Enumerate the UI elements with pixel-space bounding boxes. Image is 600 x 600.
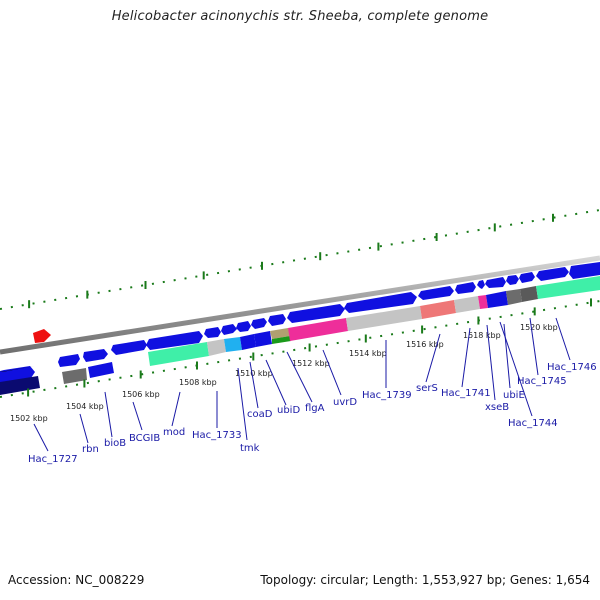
gene-label-coad[interactable]: coaD — [247, 409, 273, 420]
reverse-gene[interactable] — [240, 334, 256, 350]
map-title: Helicobacter acinonychis str. Sheeba, co… — [111, 9, 489, 24]
red-feature-marker[interactable] — [33, 329, 51, 343]
forward-gene[interactable] — [418, 286, 454, 300]
gene-label-hac-1739[interactable]: Hac_1739 — [362, 390, 412, 401]
forward-gene[interactable] — [204, 327, 221, 338]
kbp-label: 1520 kbp — [520, 323, 558, 332]
gene-label-hac-1741[interactable]: Hac_1741 — [441, 388, 491, 399]
forward-gene[interactable] — [58, 354, 80, 367]
gene-label-flga[interactable]: flgA — [305, 403, 325, 414]
gene-label-uvrd[interactable]: uvrD — [333, 397, 357, 408]
gene-labels: Hac_1727 rbn bioB BCGIB mod Hac_1733 tmk… — [28, 362, 597, 465]
genome-backbone — [0, 255, 600, 355]
accession-text: Accession: NC_008229 — [8, 573, 145, 587]
salmon-gene[interactable] — [420, 300, 456, 319]
forward-gene[interactable] — [221, 324, 237, 335]
cyan-gene[interactable] — [224, 337, 242, 352]
gene-label-ubid[interactable]: ubiD — [277, 405, 300, 416]
kbp-label: 1508 kbp — [179, 378, 217, 387]
gene-label-sers[interactable]: serS — [416, 383, 438, 394]
kbp-label: 1514 kbp — [349, 349, 387, 358]
kbp-label: 1518 kbp — [463, 331, 501, 340]
kbp-label: 1504 kbp — [66, 402, 104, 411]
gene-label-tmk[interactable]: tmk — [240, 443, 260, 454]
forward-gene[interactable] — [236, 321, 251, 332]
kbp-scale: 1502 kbp 1504 kbp 1506 kbp 1508 kbp 1510… — [10, 323, 558, 423]
kbp-label: 1510 kbp — [235, 369, 273, 378]
gene-label-xseb[interactable]: xseB — [485, 402, 509, 413]
forward-gene[interactable] — [485, 277, 506, 288]
gene-label-rbn[interactable]: rbn — [82, 444, 99, 455]
gene-label-hac-1746[interactable]: Hac_1746 — [547, 362, 597, 373]
reverse-gene[interactable] — [254, 331, 272, 347]
forward-gene[interactable] — [506, 275, 519, 285]
gene-label-hac-1745[interactable]: Hac_1745 — [517, 376, 567, 387]
forward-gene[interactable] — [251, 318, 267, 329]
forward-gene[interactable] — [268, 314, 286, 326]
forward-gene[interactable] — [0, 366, 35, 372]
forward-gene[interactable] — [287, 304, 345, 323]
reverse-strand-features — [0, 276, 600, 395]
gene-label-mod[interactable]: mod — [163, 427, 185, 438]
forward-gene[interactable] — [146, 331, 203, 350]
olive-feature[interactable] — [270, 328, 290, 339]
forward-strand-genes — [0, 262, 600, 383]
forward-gene[interactable] — [83, 349, 108, 362]
gene-label-biob[interactable]: bioB — [104, 438, 126, 449]
gray-feature[interactable] — [207, 339, 226, 356]
magenta-gene[interactable] — [478, 295, 488, 309]
rna-feature[interactable] — [536, 276, 600, 299]
kbp-label: 1512 kbp — [292, 359, 330, 368]
dark-gray-feature[interactable] — [506, 289, 522, 305]
forward-gene[interactable] — [477, 280, 485, 289]
reverse-gene[interactable] — [486, 291, 508, 308]
forward-gene[interactable] — [569, 262, 600, 279]
reverse-gene[interactable] — [88, 362, 114, 378]
magenta-gene[interactable] — [288, 318, 348, 341]
green-feature[interactable] — [272, 336, 291, 344]
forward-gene[interactable] — [111, 340, 147, 355]
kbp-label: 1506 kbp — [122, 390, 160, 399]
forward-gene[interactable] — [455, 282, 476, 294]
reverse-gene[interactable] — [62, 368, 87, 384]
gene-leader-lines — [33, 317, 571, 452]
forward-gene[interactable] — [519, 272, 535, 283]
gray-feature[interactable] — [346, 306, 422, 331]
gene-label-hac-1744[interactable]: Hac_1744 — [508, 418, 558, 429]
kbp-label: 1502 kbp — [10, 414, 48, 423]
gene-label-hac-1733[interactable]: Hac_1733 — [192, 430, 242, 441]
outer-tick-row — [0, 209, 600, 310]
kbp-label: 1516 kbp — [406, 340, 444, 349]
gene-label-ubie[interactable]: ubiE — [503, 390, 525, 401]
rna-feature[interactable] — [148, 342, 209, 366]
inner-tick-row — [0, 298, 600, 398]
forward-gene[interactable] — [344, 292, 417, 313]
genome-stats-text: Topology: circular; Length: 1,553,927 bp… — [260, 573, 590, 587]
gene-label-bcgib[interactable]: BCGIB — [129, 433, 160, 444]
gray-feature[interactable] — [454, 296, 480, 313]
reverse-gene[interactable] — [0, 376, 40, 395]
gene-label-hac-1727[interactable]: Hac_1727 — [28, 454, 78, 465]
forward-gene[interactable] — [536, 267, 569, 281]
dark-gray-feature[interactable] — [520, 286, 538, 302]
